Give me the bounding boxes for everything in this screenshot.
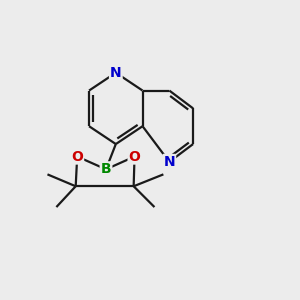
Text: O: O (129, 149, 140, 164)
Text: N: N (110, 66, 122, 80)
Text: B: B (101, 162, 111, 176)
Text: N: N (164, 155, 175, 169)
Text: O: O (71, 149, 83, 164)
